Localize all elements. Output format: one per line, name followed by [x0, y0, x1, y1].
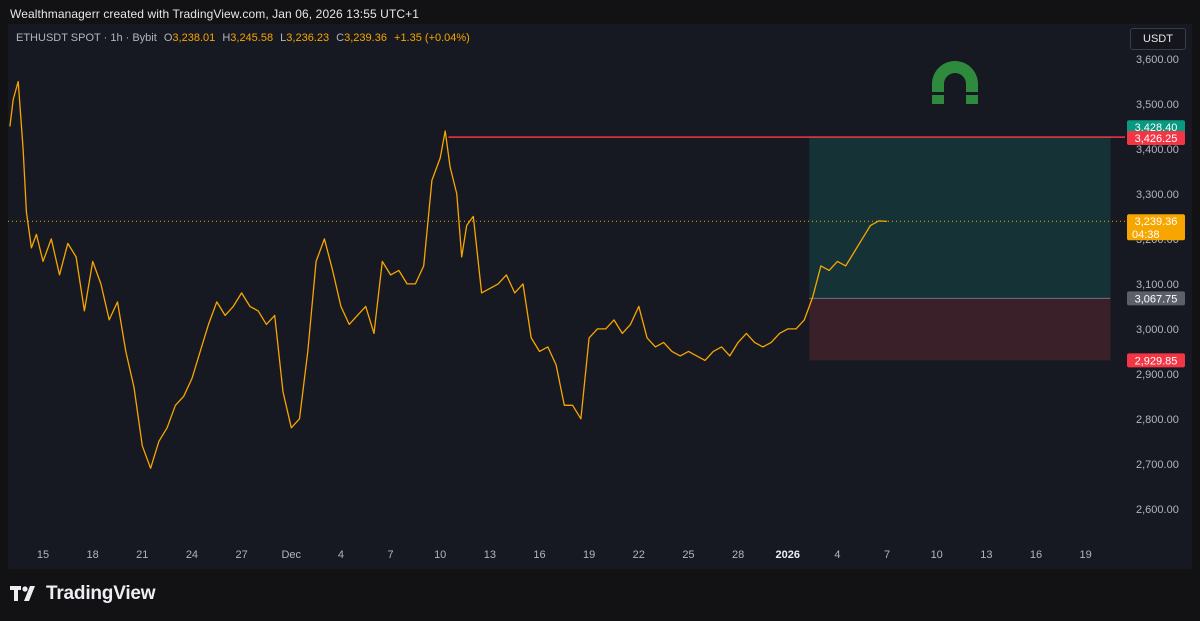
- x-tick-label: 28: [732, 549, 744, 561]
- x-tick-label: 13: [484, 549, 496, 561]
- low-value: 3,236.23: [286, 32, 330, 44]
- x-tick-label: 10: [434, 549, 446, 561]
- current-price-label-bg: [1127, 214, 1185, 241]
- magnet-icon: [932, 61, 978, 104]
- magnet-body: [932, 61, 978, 104]
- x-tick-label: 22: [633, 549, 645, 561]
- y-tick-label: 2,800.00: [1136, 414, 1179, 426]
- change-value: +1.35 (+0.04%): [394, 32, 470, 44]
- x-tick-label: 21: [136, 549, 148, 561]
- low-label: L: [280, 32, 287, 44]
- footer-bar: TradingView: [0, 569, 1200, 621]
- open-value: 3,238.01: [172, 32, 216, 44]
- current-price-label-countdown: 04:38: [1132, 229, 1160, 241]
- x-tick-label: 27: [235, 549, 247, 561]
- tradingview-logo[interactable]: TradingView: [10, 583, 156, 605]
- y-tick-label: 3,100.00: [1136, 279, 1179, 291]
- chart-caption: Wealthmanagerr created with TradingView.…: [10, 7, 420, 21]
- x-tick-label: 16: [533, 549, 545, 561]
- x-tick-label: 18: [87, 549, 99, 561]
- x-tick-label: 15: [37, 549, 49, 561]
- tradingview-logo-text: TradingView: [46, 583, 156, 604]
- magnet-stripe-right: [966, 92, 978, 95]
- x-tick-label: 7: [884, 549, 890, 561]
- y-tick-label: 2,600.00: [1136, 504, 1179, 516]
- target-zone: [809, 136, 1111, 299]
- y-tick-label: 3,300.00: [1136, 189, 1179, 201]
- x-tick-label: 10: [931, 549, 943, 561]
- close-value: 3,239.36: [344, 32, 387, 44]
- x-tick-label: 4: [338, 549, 344, 561]
- entry-price-label-bg: [1127, 291, 1185, 306]
- symbol-label: ETHUSDT SPOT · 1h · Bybit: [16, 32, 157, 44]
- open-label: O: [163, 32, 173, 44]
- x-tick-label: 24: [186, 549, 198, 561]
- x-tick-label: 19: [1080, 549, 1092, 561]
- close-label: C: [336, 32, 345, 44]
- x-tick-label: 16: [1030, 549, 1042, 561]
- x-tick-label: 19: [583, 549, 595, 561]
- y-tick-label: 2,900.00: [1136, 369, 1179, 381]
- x-tick-label: 25: [682, 549, 694, 561]
- currency-button[interactable]: USDT: [1130, 28, 1186, 50]
- x-tick-label: 13: [980, 549, 992, 561]
- high-value: 3,245.58: [230, 32, 274, 44]
- high-label: H: [222, 32, 231, 44]
- stop-price-label: 2,929.85: [1135, 355, 1178, 367]
- y-tick-label: 2,700.00: [1136, 459, 1179, 471]
- resistance-price-label: 3,426.25: [1135, 133, 1178, 145]
- y-tick-label: 3,600.00: [1136, 54, 1179, 66]
- price-series-line: [9, 80, 888, 469]
- tradingview-logo-icon: [10, 586, 35, 601]
- y-tick-label: 3,000.00: [1136, 324, 1179, 336]
- current-price-label: 3,239.36: [1135, 216, 1178, 228]
- resistance-price-label-bg: [1127, 131, 1185, 146]
- y-tick-label: 3,500.00: [1136, 99, 1179, 111]
- x-tick-label: 2026: [776, 549, 800, 561]
- stop-zone: [809, 298, 1111, 361]
- magnet-stripe-left: [932, 92, 944, 95]
- symbol-info-row: ETHUSDT SPOT · 1h · Bybit O3,238.01 H3,2…: [16, 32, 470, 44]
- stop-price-label-bg: [1127, 353, 1185, 368]
- price-chart[interactable]: 2,600.00 2,700.00 2,800.00 2,900.00 3,000.00…: [8, 24, 1192, 569]
- x-tick-label: 4: [834, 549, 840, 561]
- x-tick-label: 7: [387, 549, 393, 561]
- y-tick-label: 3,400.00: [1136, 144, 1179, 156]
- target-price-label-bg: [1127, 120, 1185, 135]
- chart-panel[interactable]: 2,600.00 2,700.00 2,800.00 2,900.00 3,000.00…: [8, 24, 1192, 569]
- entry-price-label: 3,067.75: [1135, 293, 1178, 305]
- x-tick-label: Dec: [281, 549, 301, 561]
